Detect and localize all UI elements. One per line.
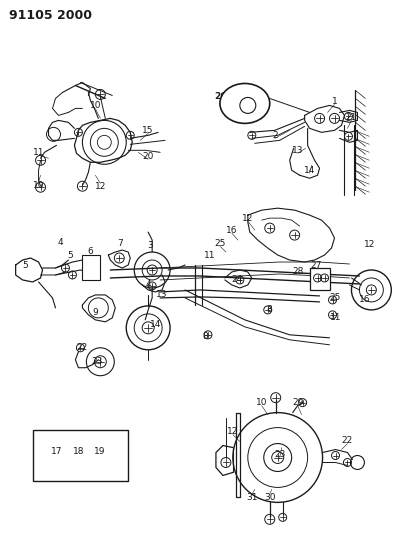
Text: 10: 10 [33,181,44,190]
Text: 10: 10 [90,101,101,110]
Text: 7: 7 [118,239,123,247]
Text: 8: 8 [267,305,273,314]
Text: 25: 25 [330,294,341,302]
Text: 16: 16 [226,225,238,235]
Text: 9: 9 [92,309,98,317]
Text: 5: 5 [23,261,28,270]
Text: 23: 23 [274,450,285,459]
Text: 17: 17 [51,447,62,456]
Text: 12: 12 [242,214,253,223]
Ellipse shape [248,427,308,487]
Ellipse shape [233,413,323,503]
Text: 29: 29 [292,398,303,407]
Text: 30: 30 [264,493,275,502]
Text: 91105 2000: 91105 2000 [9,9,92,22]
Text: 25: 25 [214,239,226,247]
Bar [310,268,329,290]
Text: 27: 27 [310,261,321,270]
Text: 12: 12 [227,427,239,436]
Text: 11: 11 [204,251,216,260]
Text: 22: 22 [342,436,353,445]
Text: 28: 28 [292,268,303,277]
Ellipse shape [264,443,292,472]
Bar [33,430,128,481]
Text: 2: 2 [272,131,277,140]
Text: 11: 11 [330,313,341,322]
Text: 1: 1 [332,97,337,106]
Text: 18: 18 [73,447,84,456]
Text: 11: 11 [33,148,44,157]
Text: 23: 23 [92,357,103,366]
Text: 16: 16 [359,295,370,304]
Text: 26: 26 [215,92,227,101]
Ellipse shape [240,98,256,114]
Text: 4: 4 [145,280,151,289]
Text: 8: 8 [202,332,208,341]
Text: 13: 13 [292,146,303,155]
Text: 4: 4 [58,238,63,247]
Text: 19: 19 [94,447,105,456]
Text: 12: 12 [95,182,106,191]
Text: 14: 14 [149,320,161,329]
Text: 15: 15 [142,126,154,135]
Text: 13: 13 [156,290,168,300]
Text: 5: 5 [68,251,73,260]
Text: 10: 10 [256,398,268,407]
Text: 31: 31 [246,493,257,502]
Text: 12: 12 [364,239,375,248]
Ellipse shape [220,84,270,123]
Text: 24: 24 [231,276,242,285]
Text: 6: 6 [88,247,93,255]
Bar [83,255,100,280]
Text: 22: 22 [77,343,88,352]
Text: 20: 20 [143,152,154,161]
Text: 14: 14 [304,166,315,175]
Text: 21: 21 [346,113,357,122]
Text: 3: 3 [147,240,153,249]
